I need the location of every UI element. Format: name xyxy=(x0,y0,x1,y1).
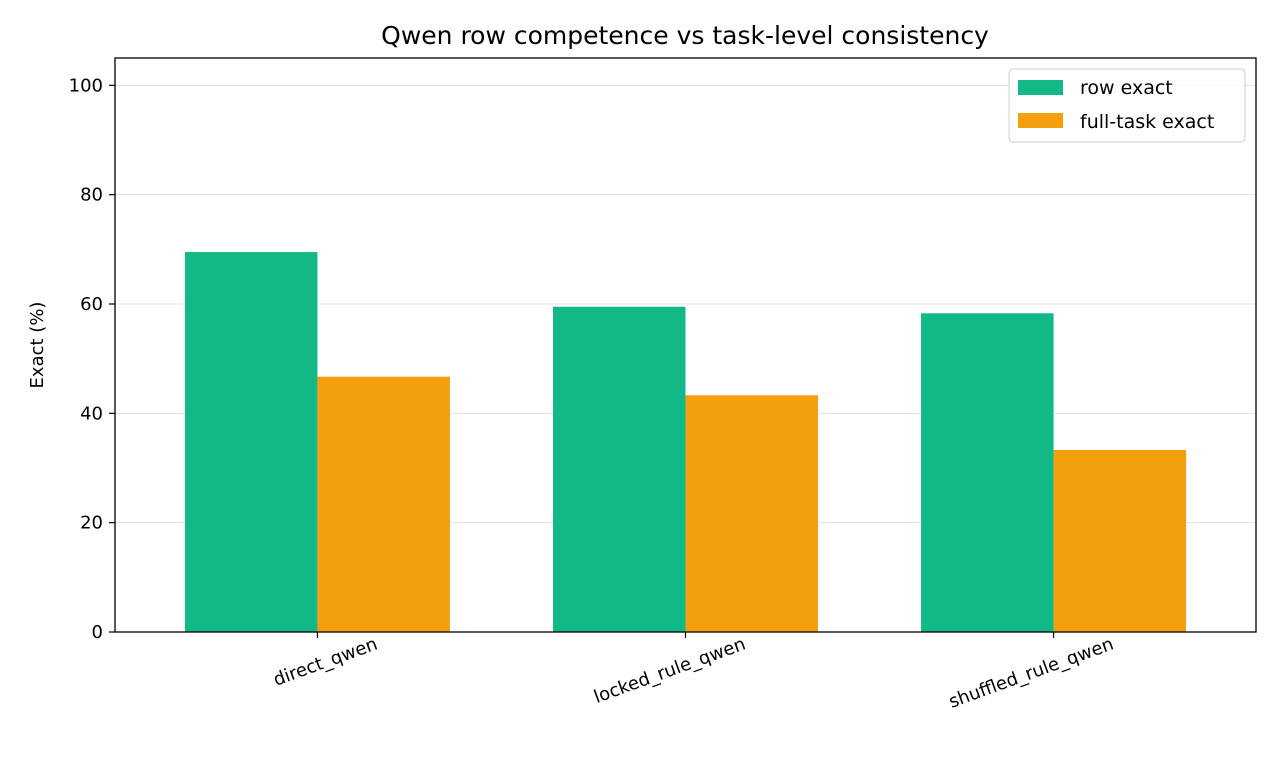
x-tick-label: direct_qwen xyxy=(271,634,381,691)
y-axis-label: Exact (%) xyxy=(27,302,48,389)
bar-row-exact xyxy=(184,252,318,633)
legend-swatch-full-task-exact xyxy=(1018,113,1063,128)
y-tick-label: 40 xyxy=(80,403,103,424)
bar-row-exact xyxy=(552,306,686,632)
bar-row-exact xyxy=(921,313,1054,632)
legend-label-full-task-exact: full-task exact xyxy=(1080,111,1214,133)
y-tick-label: 20 xyxy=(80,513,103,534)
legend-frame xyxy=(1008,68,1246,143)
bar-full-task-exact xyxy=(685,395,819,632)
x-axis-ticks: direct_qwen locked_rule_qwen shuffled_rule… xyxy=(271,632,1116,713)
x-tick-label: locked_rule_qwen xyxy=(591,634,748,708)
legend: row exact full-task exact xyxy=(1008,68,1246,143)
y-tick-label: 60 xyxy=(80,294,103,315)
chart-title: Qwen row competence vs task-level consis… xyxy=(381,21,989,50)
y-tick-label: 0 xyxy=(92,622,103,643)
y-tick-label: 80 xyxy=(80,185,103,206)
bar-full-task-exact xyxy=(317,376,450,632)
bar-full-task-exact xyxy=(1053,449,1187,632)
legend-swatch-row-exact xyxy=(1018,80,1063,95)
bars xyxy=(184,252,1187,633)
x-tick-label: shuffled_rule_qwen xyxy=(946,634,1116,713)
y-axis-ticks: 0 20 40 60 80 100 xyxy=(69,75,115,643)
y-tick-label: 100 xyxy=(69,75,103,96)
legend-label-row-exact: row exact xyxy=(1080,77,1173,99)
